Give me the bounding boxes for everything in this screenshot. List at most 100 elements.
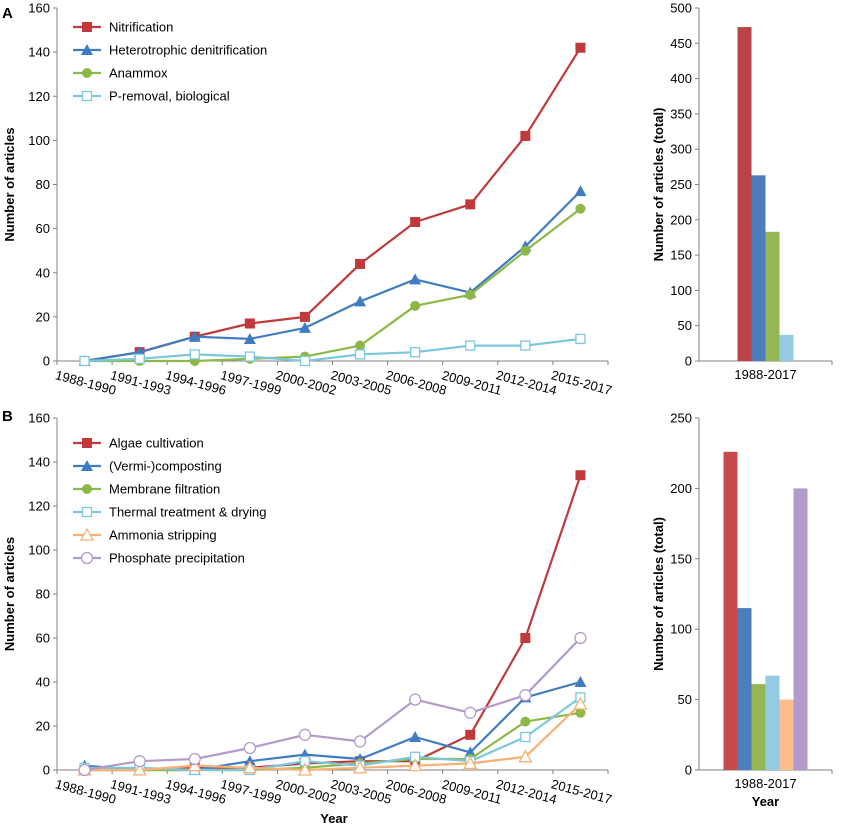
data-point-anammox: [520, 245, 531, 256]
data-point-heterotrophic-denitrification: [188, 330, 201, 342]
panel-a-y-axis-title: Number of articles: [2, 127, 17, 241]
legend-marker-ammonia-stripping: [79, 527, 95, 541]
panel-a-y-tick-label: 140: [28, 45, 50, 60]
panel-b-y-axis-title: Number of articles: [2, 537, 17, 651]
data-point-phosphate-precipitation: [188, 752, 201, 766]
panel-b-x-tick-label: 2012-2014: [495, 776, 559, 807]
panel-a-total-y-tick-label: 150: [670, 248, 692, 263]
panel-a-x-tick-label: 2003-2005: [329, 367, 393, 398]
data-point-p-removal-biological: [520, 340, 531, 351]
panel-b-y-tick-label: 40: [36, 675, 50, 690]
data-point-heterotrophic-denitrification: [574, 185, 587, 197]
panel-a-y-tick-label: 80: [36, 177, 50, 192]
legend-label-vermi-composting: (Vermi-)composting: [109, 459, 222, 474]
legend-marker-membrane-filtration: [82, 484, 92, 494]
data-point-vermi-composting: [574, 676, 587, 687]
panel-b-x-tick-label: 2009-2011: [440, 777, 503, 807]
data-point-ammonia-stripping: [408, 758, 423, 772]
series-line-vermi-composting: [84, 680, 581, 772]
data-point-ammonia-stripping: [352, 760, 368, 774]
legend-marker-nitrification: [82, 22, 92, 32]
data-point-phosphate-precipitation: [133, 755, 146, 768]
series-line-heterotrophic-denitrification: [84, 190, 582, 363]
data-point-p-removal-biological: [244, 351, 256, 362]
data-point-anammox: [575, 203, 586, 214]
panel-b-x-tick-label: 1994-1996: [164, 776, 228, 807]
data-point-phosphate-precipitation: [519, 689, 532, 702]
data-point-ammonia-stripping: [518, 749, 533, 763]
data-point-p-removal-biological: [299, 355, 311, 367]
panel-b-total-y-tick-label: 50: [678, 692, 692, 707]
data-point-ammonia-stripping: [463, 756, 478, 770]
panel-b-y-tick-label: 60: [36, 631, 50, 646]
series-line-phosphate-precipitation: [84, 637, 582, 772]
legend-label-membrane-filtration: Membrane filtration: [109, 482, 220, 497]
panel-b-y-tick-label: 80: [36, 587, 50, 602]
series-line-p-removal-biological: [84, 337, 581, 363]
legend-label-p-removal-biological: P-removal, biological: [109, 89, 230, 104]
legend-marker-algae-cultivation: [82, 438, 92, 448]
panel-a-x-tick-label: 2000-2002: [274, 367, 338, 398]
panel-a-x-tick-label: 2012-2014: [495, 367, 559, 398]
panel-a-x-tick-label: 1991-1993: [109, 367, 173, 398]
panel-a-y-tick-label: 160: [28, 1, 50, 16]
data-point-nitrification: [244, 318, 255, 329]
data-point-p-removal-biological: [575, 333, 586, 345]
data-point-nitrification: [410, 217, 421, 228]
data-point-nitrification: [355, 258, 366, 269]
panel-a-y-tick-label: 120: [28, 89, 50, 104]
data-point-phosphate-precipitation: [243, 741, 257, 755]
bar-membrane-filtration: [751, 684, 766, 770]
panel-b-total-y-tick-label: 150: [670, 551, 692, 566]
panel-b-y-tick-label: 120: [28, 499, 50, 514]
data-point-membrane-filtration: [520, 716, 531, 727]
data-point-thermal-treatment-drying: [520, 731, 531, 743]
panel-b-total-y-tick-label: 0: [685, 763, 692, 778]
legend-label-thermal-treatment-drying: Thermal treatment & drying: [109, 505, 267, 520]
panel-a-total-y-tick-label: 0: [685, 354, 692, 369]
panel-a-total-y-axis-title: Number of articles (total): [651, 108, 666, 262]
panel-b-y-tick-label: 20: [36, 719, 50, 734]
panel-a-total-y-tick-label: 500: [670, 1, 692, 16]
series-line-ammonia-stripping: [84, 703, 582, 772]
data-point-anammox: [465, 289, 476, 300]
data-point-heterotrophic-denitrification: [243, 332, 256, 344]
panel-b-y-tick-label: 0: [43, 763, 50, 778]
legend-marker-p-removal-biological: [81, 90, 93, 102]
bar-algae-cultivation: [723, 451, 738, 770]
panel-b-x-tick-label: 1988-1990: [54, 776, 118, 807]
panel-b-total-y-tick-label: 200: [670, 481, 692, 496]
data-point-anammox: [410, 300, 421, 311]
panel-b-x-tick-label: 1991-1993: [109, 776, 173, 807]
panel-b-x-tick-label: 2015-2017: [550, 776, 614, 807]
chart-layer: 0 20 40 60 80 100 120 140 160 Number of articles 1…: [2, 1, 833, 826]
panel-a-total-y-tick-label: 300: [670, 142, 692, 157]
bar-ammonia-stripping: [779, 699, 794, 770]
panel-a-total-y-tick-label: 100: [670, 283, 692, 298]
bar-anammox: [765, 231, 780, 361]
data-point-heterotrophic-denitrification: [298, 321, 311, 333]
data-point-p-removal-biological: [79, 355, 90, 367]
legend-label-anammox: Anammox: [109, 66, 168, 81]
data-point-algae-cultivation: [575, 470, 586, 481]
panel-a-total-category-label: 1988-2017: [734, 367, 796, 382]
panel-b-total-x-axis-title: Year: [752, 794, 779, 809]
panel-a-x-tick-label: 2015-2017: [550, 367, 614, 398]
data-point-nitrification: [299, 311, 310, 322]
panel-a-y-tick-label: 100: [28, 133, 50, 148]
data-point-p-removal-biological: [354, 349, 366, 360]
panel-a-line-chart: 0 20 40 60 80 100 120 140 160 Number of articles 1…: [2, 1, 614, 398]
panel-a-x-tick-label: 1994-1996: [164, 367, 228, 398]
data-point-phosphate-precipitation: [78, 763, 91, 777]
data-point-p-removal-biological: [409, 347, 421, 358]
data-point-algae-cultivation: [465, 729, 476, 740]
data-point-ammonia-stripping: [297, 762, 313, 776]
data-point-ammonia-stripping: [573, 696, 588, 710]
data-point-phosphate-precipitation: [408, 693, 422, 706]
legend-marker-phosphate-precipitation: [80, 551, 94, 565]
bar-nitrification: [737, 27, 752, 361]
bar-p-removal-biological: [779, 334, 794, 361]
panel-b-x-tick-label: 2006-2008: [384, 776, 448, 807]
data-point-anammox: [355, 340, 366, 351]
